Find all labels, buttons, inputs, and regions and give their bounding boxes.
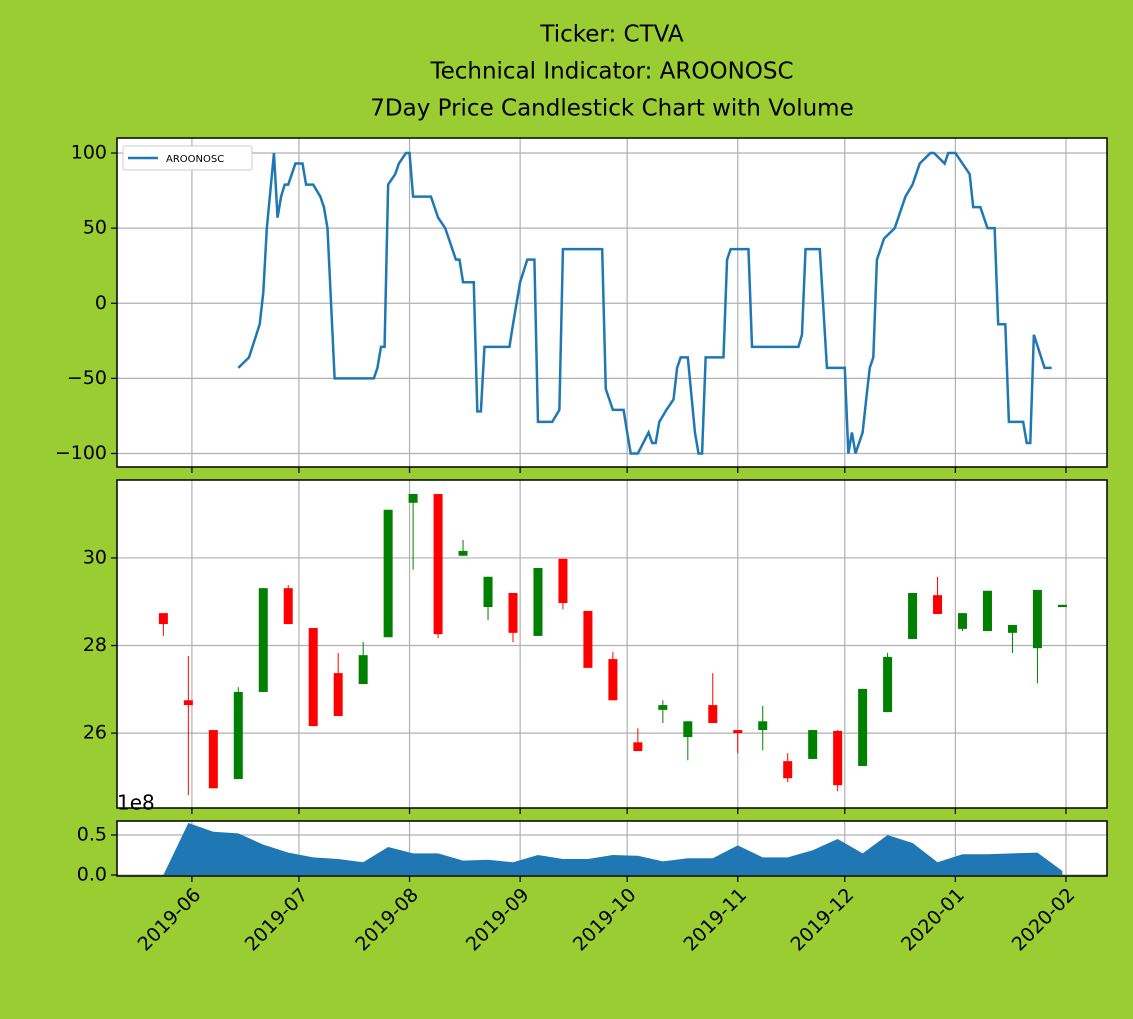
candle-body <box>183 700 193 706</box>
plot-frame <box>116 820 1108 877</box>
candle-body <box>958 613 968 629</box>
candle-body <box>658 705 668 710</box>
candle-body <box>758 721 768 731</box>
line-series <box>237 151 1052 455</box>
y-tick-label: 28 <box>83 634 107 656</box>
candle-body <box>608 659 618 701</box>
y-tick-label: 0.5 <box>77 824 107 846</box>
candle-body <box>708 705 718 724</box>
candle-body <box>208 730 218 789</box>
candle-body <box>1007 624 1017 633</box>
candle-body <box>583 610 593 668</box>
candle-body <box>433 494 443 635</box>
candle-body <box>358 655 368 685</box>
candle-body <box>458 550 468 556</box>
candle-body <box>408 494 418 503</box>
legend-box <box>122 145 253 171</box>
candle-body <box>158 613 168 625</box>
y-tick-label: 100 <box>71 142 107 164</box>
candle-body <box>783 761 793 779</box>
candle-body <box>558 558 568 604</box>
offset-label: 1e8 <box>117 791 155 815</box>
legend-label: AROONOSC <box>166 154 224 165</box>
candle-body <box>508 592 518 633</box>
y-tick-label: 26 <box>83 722 107 744</box>
y-tick-label: 30 <box>83 546 107 568</box>
y-tick-label: −100 <box>55 442 107 464</box>
y-tick-label: 0.0 <box>77 864 107 886</box>
candle-body <box>833 730 843 786</box>
plot-area <box>117 138 1107 467</box>
candle-body <box>858 688 868 766</box>
candle-body <box>982 590 992 632</box>
candle-body <box>733 730 743 734</box>
plot-frame <box>116 479 1108 809</box>
candle-body <box>1057 604 1067 607</box>
candle-body <box>933 595 943 615</box>
candle-body <box>283 588 293 625</box>
candle-body <box>483 576 493 607</box>
plot-area <box>117 480 1107 808</box>
candle-body <box>333 673 343 717</box>
candle-body <box>633 742 643 752</box>
candle-body <box>533 568 543 636</box>
candle-body <box>308 628 318 727</box>
chart-title: Ticker: CTVA <box>539 22 684 48</box>
chart-title: 7Day Price Candlestick Chart with Volume <box>370 96 853 122</box>
y-tick-label: 0 <box>95 292 107 314</box>
candle-body <box>908 592 918 639</box>
candle-body <box>1032 589 1042 649</box>
candle-body <box>883 656 893 713</box>
candle-body <box>383 509 393 638</box>
y-tick-label: 50 <box>83 217 107 239</box>
plot-frame <box>116 137 1108 468</box>
area-series <box>163 823 1063 875</box>
candle-body <box>683 721 693 738</box>
y-tick-label: −50 <box>67 367 107 389</box>
candle-body <box>233 691 243 780</box>
chart-title: Technical Indicator: AROONOSC <box>429 59 793 85</box>
candle-body <box>808 730 818 759</box>
candle-body <box>258 588 268 692</box>
